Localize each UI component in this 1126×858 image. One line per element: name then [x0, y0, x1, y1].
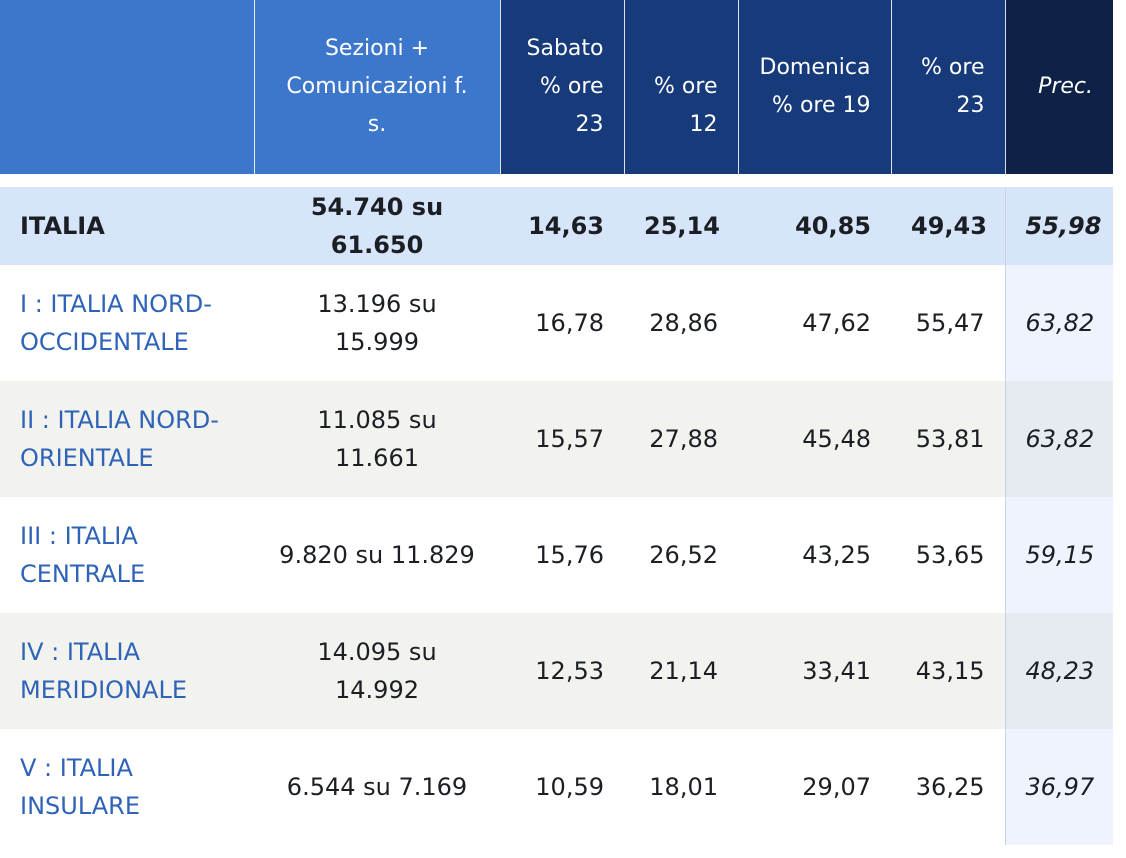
region-name-line2: CENTRALE	[20, 560, 146, 588]
total-dom23: 49,43	[891, 187, 1005, 265]
region-sab23: 10,59	[500, 729, 624, 845]
header-sezioni-line1: Sezioni +	[324, 36, 430, 61]
header-gap	[0, 174, 1113, 187]
region-name-line1: IV : ITALIA	[20, 638, 140, 666]
region-sab23: 16,78	[500, 265, 624, 381]
total-prec: 55,98	[1004, 187, 1113, 265]
header-sabato-line2: % ore	[540, 74, 604, 99]
header-dom12-line1: % ore	[654, 74, 718, 99]
region-name-line2: OCCIDENTALE	[20, 328, 189, 356]
region-link[interactable]: I : ITALIA NORD- OCCIDENTALE	[0, 265, 254, 381]
region-dom19: 45,48	[738, 381, 891, 497]
table-row: II : ITALIA NORD- ORIENTALE 11.085 su 11…	[0, 381, 1113, 497]
region-dom12: 27,88	[624, 381, 738, 497]
region-prec: 63,82	[1004, 381, 1113, 497]
region-dom19: 33,41	[738, 613, 891, 729]
header-domenica-19: Domenica % ore 19	[738, 0, 892, 174]
table-header: Sezioni + Comunicazioni f. s. Sabato % o…	[0, 0, 1113, 174]
region-link[interactable]: V : ITALIA INSULARE	[0, 729, 254, 845]
header-area	[0, 0, 255, 174]
region-name-line1: II : ITALIA NORD-	[20, 406, 219, 434]
region-name-line2: ORIENTALE	[20, 444, 154, 472]
region-name-line1: I : ITALIA NORD-	[20, 290, 212, 318]
region-sezioni: 11.085 su 11.661	[254, 381, 500, 497]
total-sab23: 14,63	[500, 187, 624, 265]
region-dom23: 36,25	[891, 729, 1005, 845]
region-link[interactable]: IV : ITALIA MERIDIONALE	[0, 613, 254, 729]
region-prec: 36,97	[1004, 729, 1113, 845]
region-dom23: 43,15	[891, 613, 1005, 729]
region-sab23: 15,57	[500, 381, 624, 497]
header-precedente: Prec.	[1005, 0, 1113, 174]
table-body: ITALIA 54.740 su 61.650 14,63 25,14 40,8…	[0, 174, 1113, 845]
total-dom12: 25,14	[624, 187, 738, 265]
header-sabato-line3: 23	[575, 112, 604, 137]
region-name-line1: V : ITALIA	[20, 754, 133, 782]
region-prec: 63,82	[1004, 265, 1113, 381]
region-link[interactable]: III : ITALIA CENTRALE	[0, 497, 254, 613]
table-row: III : ITALIA CENTRALE 9.820 su 11.829 15…	[0, 497, 1113, 613]
header-sezioni-line3: s.	[367, 112, 387, 137]
total-area: ITALIA	[0, 187, 254, 265]
region-sezioni: 13.196 su 15.999	[254, 265, 500, 381]
total-sezioni: 54.740 su 61.650	[254, 187, 500, 265]
header-domenica-12: % ore 12	[624, 0, 739, 174]
affluenza-table: Sezioni + Comunicazioni f. s. Sabato % o…	[0, 0, 1113, 845]
header-sabato-23: Sabato % ore 23	[500, 0, 625, 174]
header-sabato-line1: Sabato	[526, 36, 604, 61]
region-name-line2: MERIDIONALE	[20, 676, 187, 704]
region-dom12: 26,52	[624, 497, 738, 613]
region-prec: 48,23	[1004, 613, 1113, 729]
header-sezioni: Sezioni + Comunicazioni f. s.	[254, 0, 501, 174]
table-row: V : ITALIA INSULARE 6.544 su 7.169 10,59…	[0, 729, 1113, 845]
table-row: IV : ITALIA MERIDIONALE 14.095 su 14.992…	[0, 613, 1113, 729]
region-dom19: 29,07	[738, 729, 891, 845]
region-dom23: 55,47	[891, 265, 1005, 381]
total-dom19: 40,85	[738, 187, 891, 265]
region-dom12: 21,14	[624, 613, 738, 729]
region-dom19: 43,25	[738, 497, 891, 613]
region-dom23: 53,81	[891, 381, 1005, 497]
region-sab23: 12,53	[500, 613, 624, 729]
header-dom23-line2: 23	[956, 93, 985, 118]
table-row: I : ITALIA NORD- OCCIDENTALE 13.196 su 1…	[0, 265, 1113, 381]
header-dom23-line1: % ore	[921, 55, 985, 80]
header-domenica-23: % ore 23	[891, 0, 1006, 174]
header-dom12-line2: 12	[689, 112, 718, 137]
region-dom23: 53,65	[891, 497, 1005, 613]
region-sezioni: 9.820 su 11.829	[254, 497, 500, 613]
region-dom19: 47,62	[738, 265, 891, 381]
region-name-line2: INSULARE	[20, 792, 141, 820]
region-sezioni: 14.095 su 14.992	[254, 613, 500, 729]
region-link[interactable]: II : ITALIA NORD- ORIENTALE	[0, 381, 254, 497]
header-sezioni-line2: Comunicazioni f.	[286, 74, 468, 99]
header-domenica-line2: % ore 19	[772, 93, 871, 118]
region-dom12: 28,86	[624, 265, 738, 381]
table-row-total: ITALIA 54.740 su 61.650 14,63 25,14 40,8…	[0, 187, 1113, 265]
region-sab23: 15,76	[500, 497, 624, 613]
header-domenica-line1: Domenica	[759, 55, 871, 80]
region-name-line1: III : ITALIA	[20, 522, 138, 550]
region-sezioni: 6.544 su 7.169	[254, 729, 500, 845]
region-prec: 59,15	[1004, 497, 1113, 613]
region-dom12: 18,01	[624, 729, 738, 845]
